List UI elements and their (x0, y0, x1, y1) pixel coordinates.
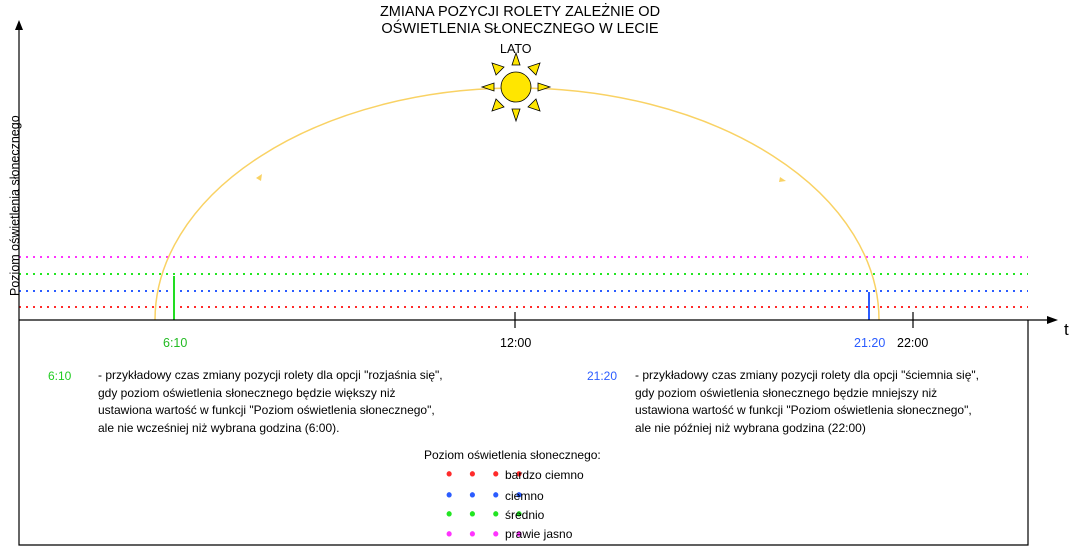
tick-label-sunrise-switch: 6:10 (163, 336, 188, 350)
note-evening-time: 21:20 (587, 369, 618, 383)
legend-label-ciemno: ciemno (505, 489, 544, 503)
x-axis-label: t (1064, 320, 1069, 339)
legend-swatch-bardzo-ciemno: • • • • (446, 464, 529, 484)
season-label: LATO (500, 42, 532, 56)
sun-path-arc (154, 87, 880, 321)
x-axis-arrow-icon (1047, 316, 1058, 324)
tick-label-latest: 22:00 (897, 336, 929, 350)
sun-icon (480, 51, 552, 123)
tick-label-noon: 12:00 (500, 336, 532, 350)
note-morning-text: - przykładowy czas zmiany pozycji rolety… (98, 368, 443, 435)
legend-swatch-ciemno: • • • • (446, 485, 529, 505)
note-morning-time: 6:10 (48, 369, 72, 383)
arc-arrow-left (256, 174, 262, 181)
legend-label-srednio: średnio (505, 508, 545, 522)
arc-arrow-right (779, 177, 786, 182)
frame (18, 320, 1029, 546)
legend-swatch-srednio: • • • • (446, 504, 529, 524)
y-axis-label: Poziom oświetlenia słonecznego (8, 115, 22, 296)
tick-label-sunset-switch: 21:20 (854, 336, 886, 350)
legend-label-bardzo-ciemno: bardzo ciemno (505, 468, 584, 482)
diagram-title-line-1: ZMIANA POZYCJI ROLETY ZALEŻNIE OD (379, 4, 661, 20)
legend-swatch-prawie-jasno: • • • • (446, 524, 529, 544)
legend-label-prawie-jasno: prawie jasno (505, 527, 573, 541)
y-axis-arrow-icon (15, 20, 23, 30)
diagram-title-line-2: OŚWIETLENIA SŁONECZNEGO W LECIE (381, 21, 659, 37)
note-evening-text: - przykładowy czas zmiany pozycji rolety… (635, 368, 979, 435)
legend-title: Poziom oświetlenia słonecznego: (424, 448, 601, 462)
